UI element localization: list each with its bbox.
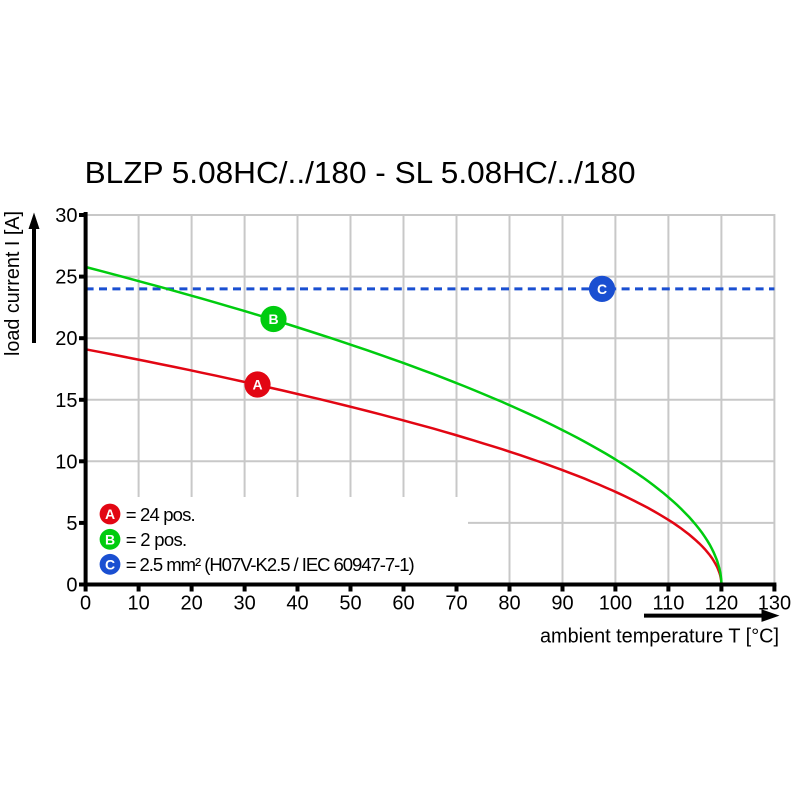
svg-text:20: 20	[55, 328, 77, 350]
svg-text:B: B	[268, 311, 278, 327]
svg-text:C: C	[105, 556, 115, 572]
svg-text:130: 130	[758, 593, 791, 615]
svg-text:25: 25	[55, 267, 77, 289]
svg-text:BLZP 5.08HC/../180 - SL 5.08HC: BLZP 5.08HC/../180 - SL 5.08HC/../180	[85, 155, 636, 190]
svg-text:10: 10	[127, 593, 149, 615]
svg-text:110: 110	[652, 593, 684, 615]
svg-text:ambient temperature T [°C]: ambient temperature T [°C]	[540, 626, 779, 648]
svg-text:5: 5	[66, 513, 77, 535]
svg-text:70: 70	[445, 593, 467, 615]
svg-text:A: A	[252, 377, 262, 393]
svg-text:= 24 pos.: = 24 pos.	[126, 504, 196, 525]
svg-text:A: A	[105, 506, 115, 522]
svg-text:0: 0	[66, 575, 77, 597]
svg-text:30: 30	[233, 593, 255, 615]
svg-text:15: 15	[55, 390, 77, 412]
svg-text:100: 100	[599, 593, 632, 615]
svg-text:60: 60	[392, 593, 414, 615]
svg-text:0: 0	[80, 593, 91, 615]
svg-text:= 2 pos.: = 2 pos.	[126, 529, 188, 550]
svg-text:120: 120	[705, 593, 738, 615]
svg-text:30: 30	[55, 205, 77, 227]
svg-text:10: 10	[55, 451, 77, 473]
svg-text:load current I [A]: load current I [A]	[2, 211, 24, 356]
svg-text:80: 80	[498, 593, 520, 615]
svg-text:50: 50	[339, 593, 361, 615]
svg-text:20: 20	[180, 593, 202, 615]
svg-text:B: B	[105, 531, 115, 547]
svg-text:40: 40	[286, 593, 308, 615]
svg-text:= 2.5 mm² (H07V-K2.5 / IEC 609: = 2.5 mm² (H07V-K2.5 / IEC 60947-7-1)	[126, 554, 415, 575]
svg-text:90: 90	[551, 593, 573, 615]
svg-text:C: C	[597, 281, 607, 297]
